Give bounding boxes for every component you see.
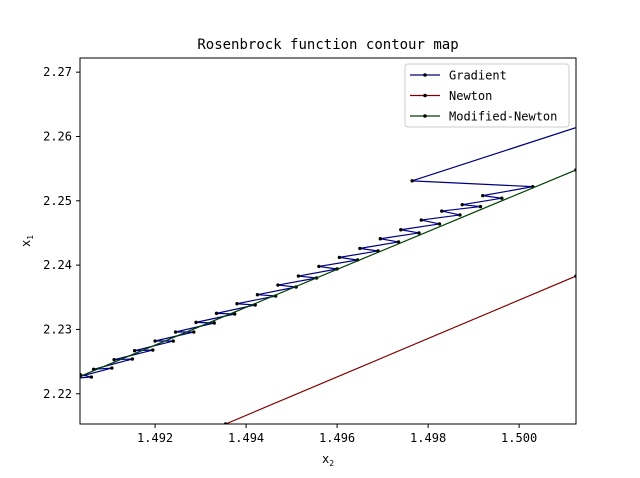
legend: Gradient Newton Modified-Newton: [404, 63, 570, 128]
series-layer: [80, 126, 576, 424]
data-point: [437, 222, 442, 226]
data-point: [460, 202, 464, 207]
data-point: [378, 237, 383, 241]
x-axis-label-base: x: [322, 452, 329, 466]
data-point: [214, 311, 219, 316]
data-point: [478, 204, 483, 209]
y-axis-label-base: x: [19, 240, 33, 247]
data-point: [458, 213, 462, 217]
data-point: [399, 228, 403, 232]
data-point: [337, 255, 342, 260]
data-point: [110, 366, 114, 370]
data-point: [132, 348, 137, 353]
x-axis-label-subscript: 2: [329, 459, 334, 468]
data-point: [235, 302, 239, 306]
data-point: [500, 196, 504, 200]
y-axis-label: x1: [19, 235, 35, 247]
data-point: [89, 375, 94, 379]
x-tick-label: 1.500: [501, 431, 537, 445]
legend-label: Modified-Newton: [449, 110, 557, 124]
x-axis: 1.492 1.494 1.496 1.498 1.500: [137, 424, 537, 445]
legend-swatch-marker: [423, 93, 427, 98]
legend-box: [404, 63, 570, 128]
x-axis-label: x2: [322, 452, 334, 468]
y-tick-label: 2.26: [43, 129, 72, 143]
y-tick-label: 2.27: [43, 65, 72, 79]
data-point: [194, 320, 198, 325]
y-axis-label-subscript: 1: [26, 235, 35, 240]
data-point: [417, 231, 421, 235]
data-point: [317, 264, 321, 269]
series-line: [80, 169, 576, 377]
data-point: [233, 312, 237, 316]
data-point: [358, 246, 362, 251]
data-point: [276, 283, 280, 287]
y-axis: 2.22 2.23 2.24 2.25 2.26 2.27: [43, 65, 80, 401]
y-tick-label: 2.24: [43, 258, 72, 272]
x-tick-label: 1.494: [228, 431, 264, 445]
data-point: [153, 339, 157, 343]
x-tick-label: 1.498: [410, 431, 446, 445]
chart-title: Rosenbrock function contour map: [197, 37, 458, 53]
data-point: [481, 193, 485, 198]
plot-frame: [79, 57, 577, 425]
y-tick-label: 2.25: [43, 194, 72, 208]
data-point: [296, 274, 301, 278]
legend-swatch-marker: [423, 73, 427, 77]
x-tick-label: 1.496: [319, 431, 355, 445]
data-point: [419, 218, 423, 222]
x-tick-label: 1.492: [137, 431, 173, 445]
data-point: [255, 293, 260, 297]
data-point: [151, 348, 155, 352]
legend-label: Gradient: [449, 69, 507, 83]
y-tick-label: 2.23: [43, 322, 72, 336]
data-point: [410, 179, 414, 183]
data-point: [173, 330, 178, 334]
y-tick-label: 2.22: [43, 387, 72, 401]
data-point: [192, 330, 196, 334]
data-point: [171, 339, 175, 343]
data-point: [112, 357, 116, 362]
data-point: [212, 321, 216, 325]
data-point: [440, 209, 444, 213]
data-point: [130, 357, 135, 361]
legend-swatch-marker: [423, 114, 427, 118]
series-line: [225, 275, 576, 424]
legend-label: Newton: [449, 89, 492, 103]
